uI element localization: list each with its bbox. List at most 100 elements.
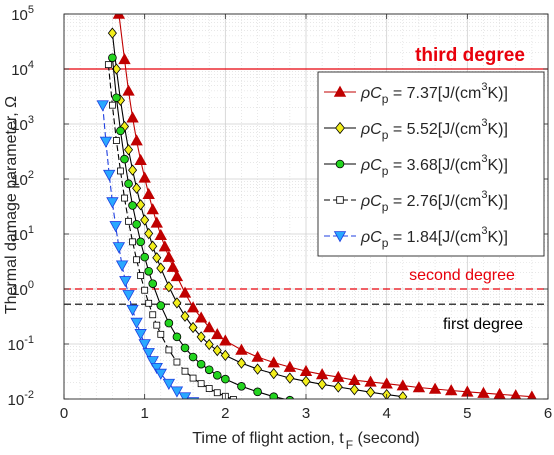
data-point [477,386,490,398]
legend: ρCp = 7.37[J/(cm3K)] ρCp = 5.52[J/(cm3K)]… [317,71,545,257]
y-tick-label: 10-1 [8,334,34,354]
data-point [197,380,205,388]
data-point [366,386,376,398]
series-2 [107,27,408,399]
data-point [113,137,120,144]
data-point [108,53,117,63]
data-point [335,159,345,169]
data-point [150,216,163,228]
data-point [149,311,157,319]
threshold-label: first degree [443,316,523,333]
data-point [212,370,222,380]
data-point [119,276,132,288]
data-point [170,386,184,398]
data-point [164,318,174,328]
data-point [142,187,155,199]
data-point [138,171,151,183]
series-5 [96,100,200,399]
x-tick-label: 1 [140,405,148,422]
data-point [144,266,154,276]
data-point [188,321,198,334]
data-point [299,364,313,377]
data-point [115,260,129,272]
data-point [285,372,295,384]
data-point [104,61,112,69]
data-point [165,346,173,354]
data-point [102,169,116,181]
data-point [134,329,147,341]
data-point [301,375,311,387]
data-point [118,52,131,65]
data-point [112,93,121,103]
data-point [130,317,143,329]
data-point [186,301,200,313]
data-point [267,356,280,368]
data-point [152,252,162,264]
data-point [196,331,206,343]
data-point [283,360,297,372]
data-point [156,262,166,274]
data-point [136,199,146,211]
y-tick-labels: 10-2 10-1 100 101 102 103 104 105 [8,4,34,409]
legend-label: ρCp = 3.68[J/(cm3K)] [360,153,508,178]
data-point [251,350,264,362]
data-point [122,290,135,302]
data-point [164,281,174,293]
y-tick-label: 10-2 [8,389,34,409]
data-point [211,327,224,340]
data-point [107,27,117,39]
data-point [178,286,192,298]
data-point [188,352,198,362]
data-point [253,363,263,375]
data-point [157,330,165,338]
data-point [380,377,393,389]
data-point [428,382,442,394]
data-point [145,299,153,307]
data-point [116,126,125,136]
legend-entry: ρCp = 1.84[J/(cm3K)] [324,225,508,250]
data-point [172,297,182,309]
data-point [220,349,230,362]
threshold-label: third degree [415,45,525,66]
data-point [235,343,248,355]
legend-entry: ρCp = 3.68[J/(cm3K)] [324,153,508,178]
data-point [269,392,279,399]
data-point [156,301,166,310]
y-axis-label: Thermal damage parameter, Ω [3,96,20,314]
data-point [124,144,134,156]
data-point [237,382,246,391]
data-point [99,136,113,148]
data-point [109,221,122,233]
data-point [204,365,214,375]
data-point [141,286,149,294]
x-tick-label: 2 [221,405,229,422]
data-point [140,252,149,262]
data-point [162,250,176,262]
y-tick-label: 104 [11,59,34,79]
data-point [219,334,232,346]
data-point [333,231,347,243]
data-point [137,272,145,280]
data-point [285,395,294,399]
data-point [129,238,136,246]
data-point [117,167,124,175]
data-point [173,358,181,366]
legend-label: ρCp = 1.84[J/(cm3K)] [360,225,508,250]
legend-label: ρCp = 2.76[J/(cm3K)] [360,189,508,214]
data-point [445,384,458,396]
data-point [189,374,197,382]
data-point [124,179,133,189]
data-point [146,356,159,368]
x-tick-label: 3 [302,405,310,422]
data-point [138,339,151,351]
data-point [527,390,537,399]
axis-ticks [63,13,549,400]
data-point [336,196,344,204]
y-tick-label: 100 [11,279,34,299]
legend-entry: ρCp = 5.52[J/(cm3K)] [324,117,508,142]
data-point [349,383,359,396]
data-point [126,304,139,317]
data-point [132,220,141,229]
y-tick-label: 103 [11,114,34,134]
